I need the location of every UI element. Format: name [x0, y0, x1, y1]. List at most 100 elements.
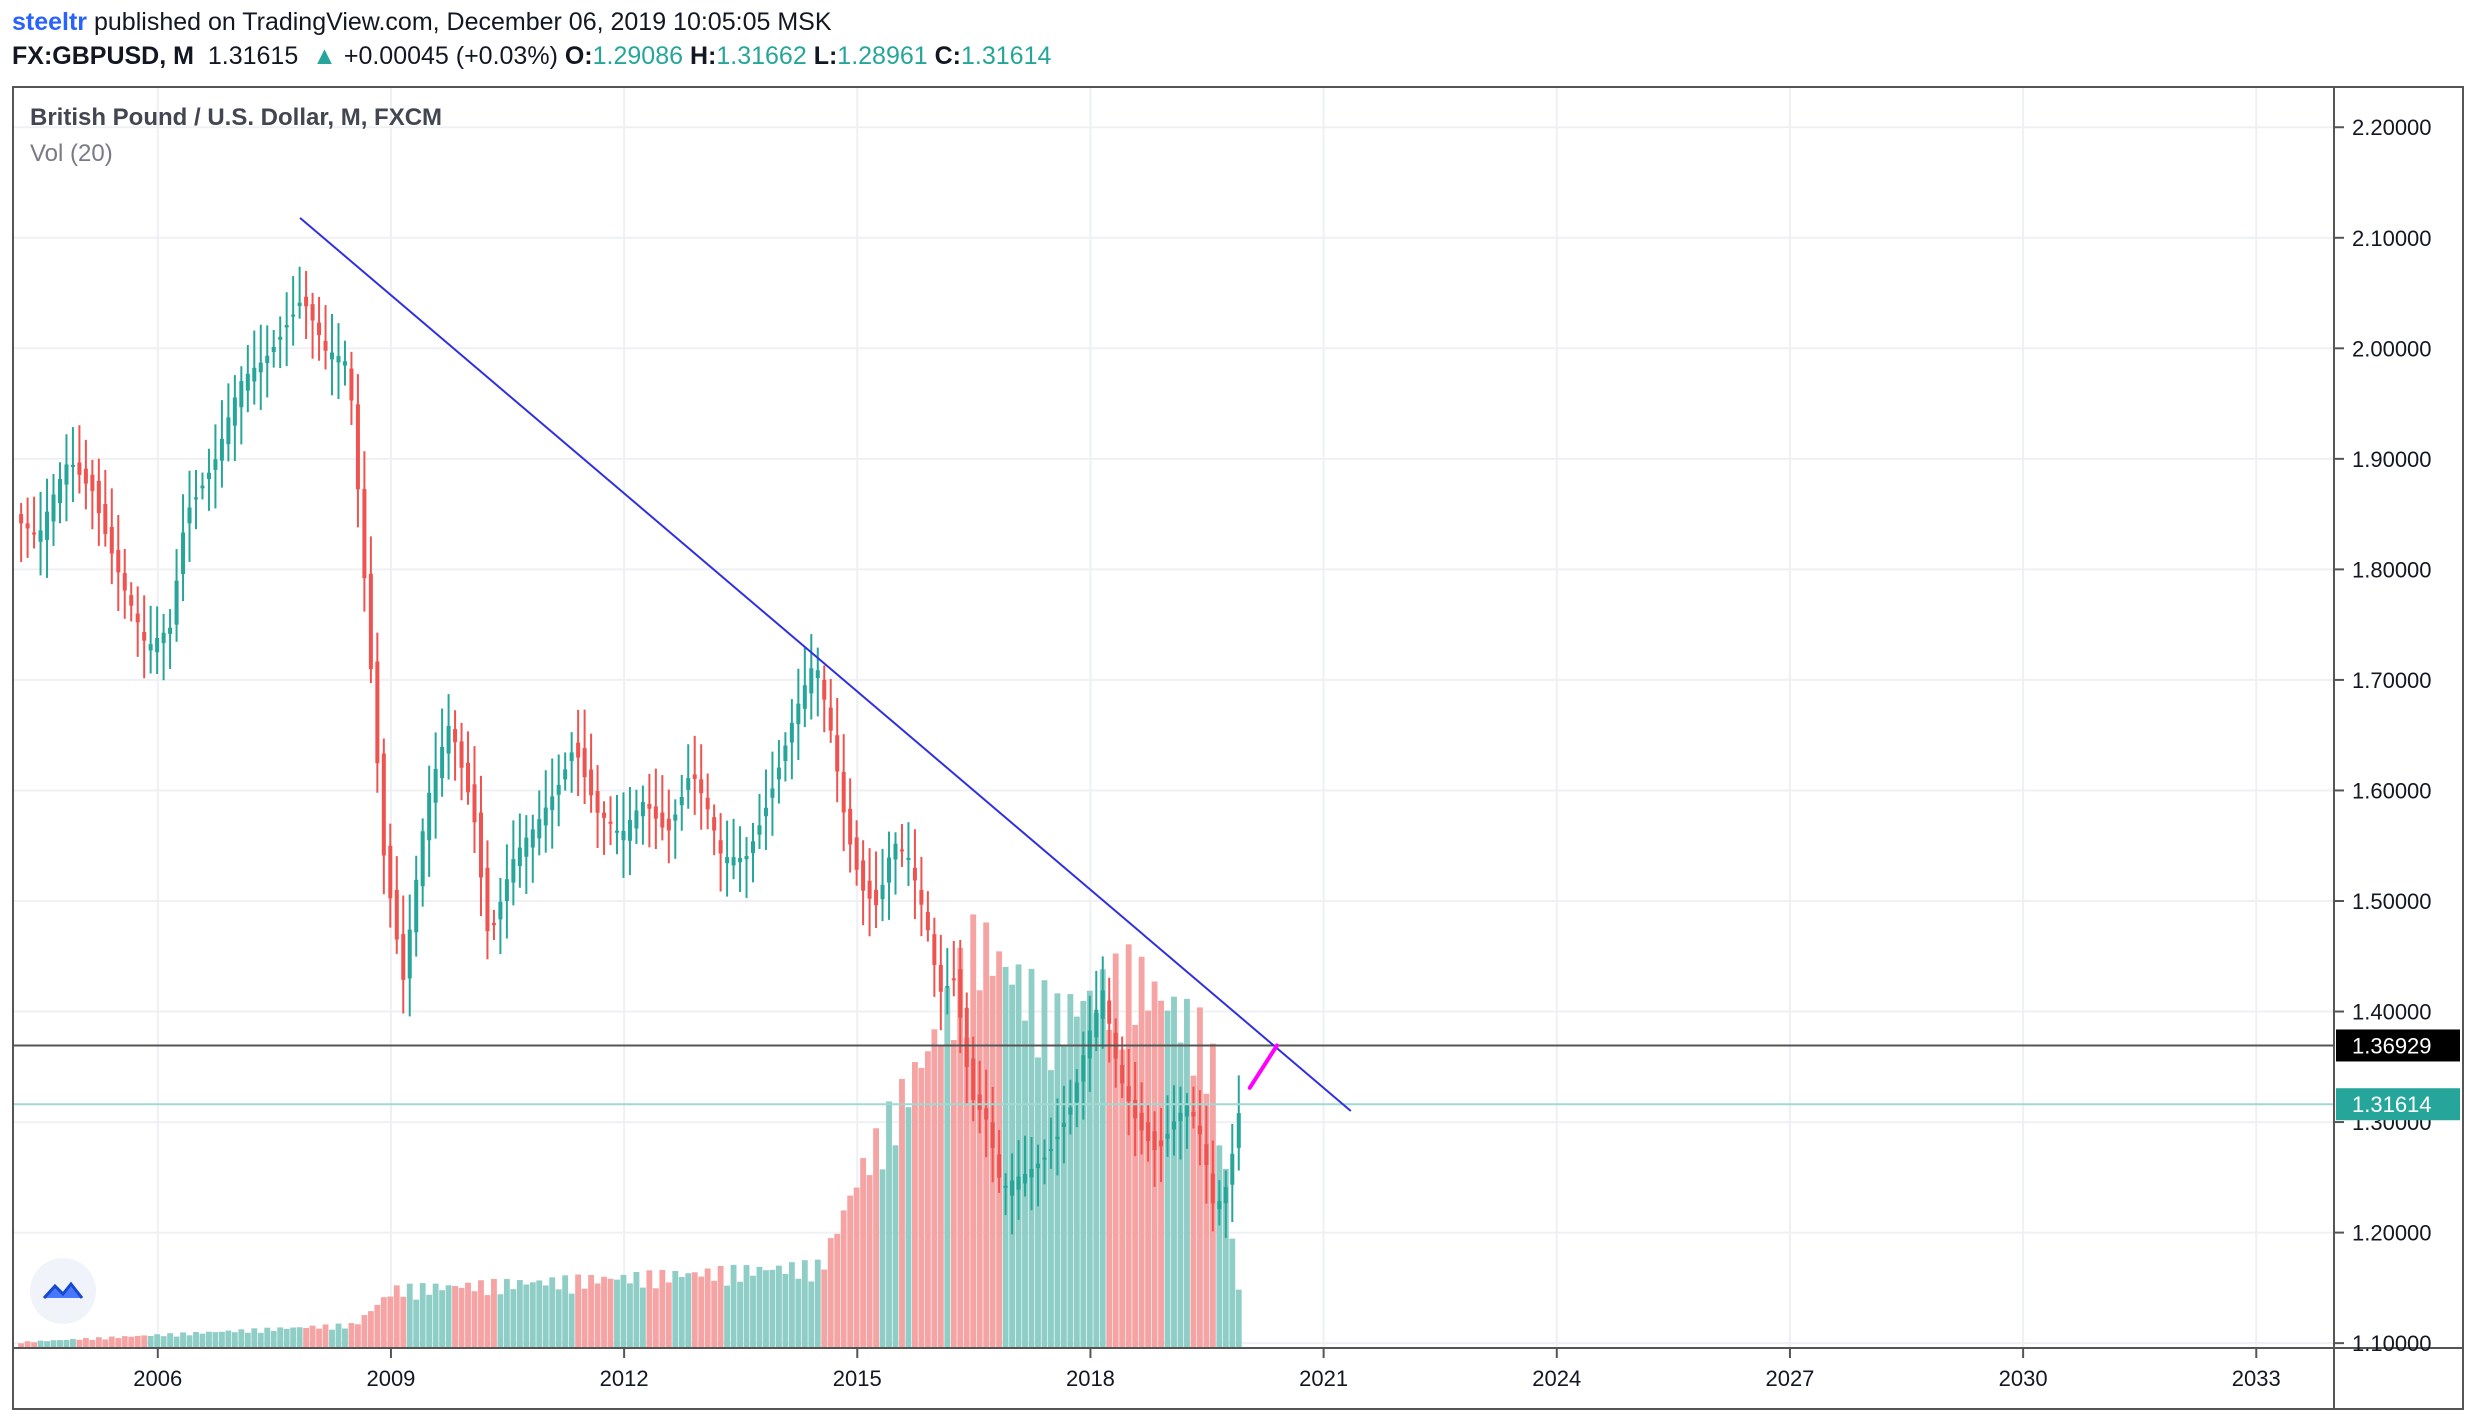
candle-body	[958, 969, 963, 1018]
volume-bar	[575, 1274, 582, 1348]
candle-body	[880, 884, 885, 900]
time-axis-label: 2015	[833, 1366, 882, 1391]
candle-body	[569, 752, 574, 761]
candle-body	[524, 837, 529, 857]
volume-bar	[970, 914, 977, 1348]
volume-bar	[614, 1279, 620, 1348]
candle-body	[142, 632, 147, 641]
last-price: 1.31615	[207, 42, 299, 70]
candle-body	[1016, 1176, 1021, 1190]
candle-body	[705, 797, 710, 810]
publish-text: published on TradingView.com, December 0…	[87, 8, 832, 36]
volume-bar	[478, 1280, 484, 1348]
candle-body	[977, 1094, 982, 1110]
volume-bar	[335, 1323, 342, 1348]
candle-body	[789, 722, 794, 743]
candle-body	[925, 912, 930, 931]
volume-bar	[380, 1297, 387, 1348]
volume-bar	[1093, 1013, 1100, 1348]
time-axis-label: 2012	[600, 1366, 649, 1391]
volume-bar	[840, 1210, 847, 1348]
candle-body	[245, 373, 250, 391]
candle-body	[498, 901, 503, 920]
candle-body	[193, 497, 199, 500]
volume-bar	[529, 1282, 536, 1348]
candle-body	[841, 772, 846, 813]
candle-body	[213, 459, 218, 470]
candle-body	[459, 741, 464, 768]
volume-bar	[542, 1285, 549, 1348]
volume-bar	[730, 1264, 737, 1348]
volume-bar	[393, 1285, 400, 1348]
candle-body	[362, 489, 367, 579]
volume-bar	[763, 1270, 769, 1348]
candle-body	[1068, 1107, 1073, 1115]
candle-body	[848, 808, 853, 845]
candle-body	[932, 934, 937, 965]
candle-body	[1003, 1185, 1008, 1188]
candle-body	[161, 632, 166, 644]
candle-body	[725, 857, 730, 864]
volume-bar	[1112, 953, 1119, 1348]
candle-body	[627, 819, 632, 841]
volume-bar	[1222, 1168, 1229, 1348]
candle-body	[1152, 1131, 1157, 1151]
candle-body	[1223, 1186, 1228, 1204]
candle-body	[401, 934, 406, 980]
volume-bar	[1229, 1238, 1236, 1348]
candle-body	[576, 742, 581, 758]
candle-body	[1146, 1122, 1151, 1142]
volume-bar	[976, 990, 983, 1348]
volume-bar	[147, 1335, 154, 1348]
candle-body	[25, 523, 30, 529]
volume-bar	[1132, 1024, 1139, 1348]
volume-bar	[834, 1233, 841, 1348]
volume-bar	[1099, 969, 1106, 1348]
volume-bar	[199, 1333, 206, 1348]
candle-body	[317, 322, 322, 336]
close-label: C:	[934, 42, 962, 70]
candle-body	[252, 367, 257, 382]
level-price-tag-box	[2336, 1029, 2460, 1062]
candle-body	[265, 355, 270, 364]
candle-body	[738, 858, 743, 863]
candle-body	[964, 1007, 969, 1067]
volume-bar	[270, 1330, 277, 1348]
candle-body	[472, 784, 477, 823]
volume-bar	[309, 1325, 316, 1348]
volume-indicator-label[interactable]: Vol (20)	[30, 140, 113, 167]
volume-bar	[750, 1275, 756, 1348]
candle-body	[414, 879, 419, 933]
volume-bar	[50, 1340, 57, 1348]
candle-body	[563, 769, 568, 780]
volume-bar	[452, 1286, 458, 1348]
volume-bar	[1048, 1070, 1054, 1348]
volume-bar	[1196, 1007, 1203, 1348]
author-link[interactable]: steeltr	[12, 8, 88, 36]
candle-body	[679, 796, 684, 806]
candle-body	[763, 807, 768, 817]
candle-body	[919, 889, 924, 905]
price-axis-label: 1.80000	[2352, 557, 2432, 582]
volume-bar	[931, 1029, 938, 1348]
candle-body	[550, 796, 555, 811]
volume-bar	[607, 1278, 614, 1348]
candle-body	[582, 748, 587, 778]
volume-bar	[277, 1327, 284, 1348]
price-axis-label: 2.20000	[2352, 115, 2432, 140]
volume-bar	[154, 1334, 161, 1348]
candle-body	[997, 1154, 1002, 1178]
candle-body	[867, 880, 872, 899]
volume-bar	[1060, 1045, 1067, 1348]
volume-bar	[70, 1339, 76, 1348]
volume-bar	[212, 1332, 219, 1348]
volume-bar	[937, 1045, 944, 1348]
volume-bar	[860, 1158, 867, 1348]
candle-body	[453, 729, 458, 743]
volume-bar	[458, 1287, 465, 1348]
candle-body	[537, 819, 542, 839]
volume-bar	[251, 1328, 258, 1348]
candle-body	[1159, 1140, 1164, 1147]
low-label: L:	[813, 42, 838, 70]
